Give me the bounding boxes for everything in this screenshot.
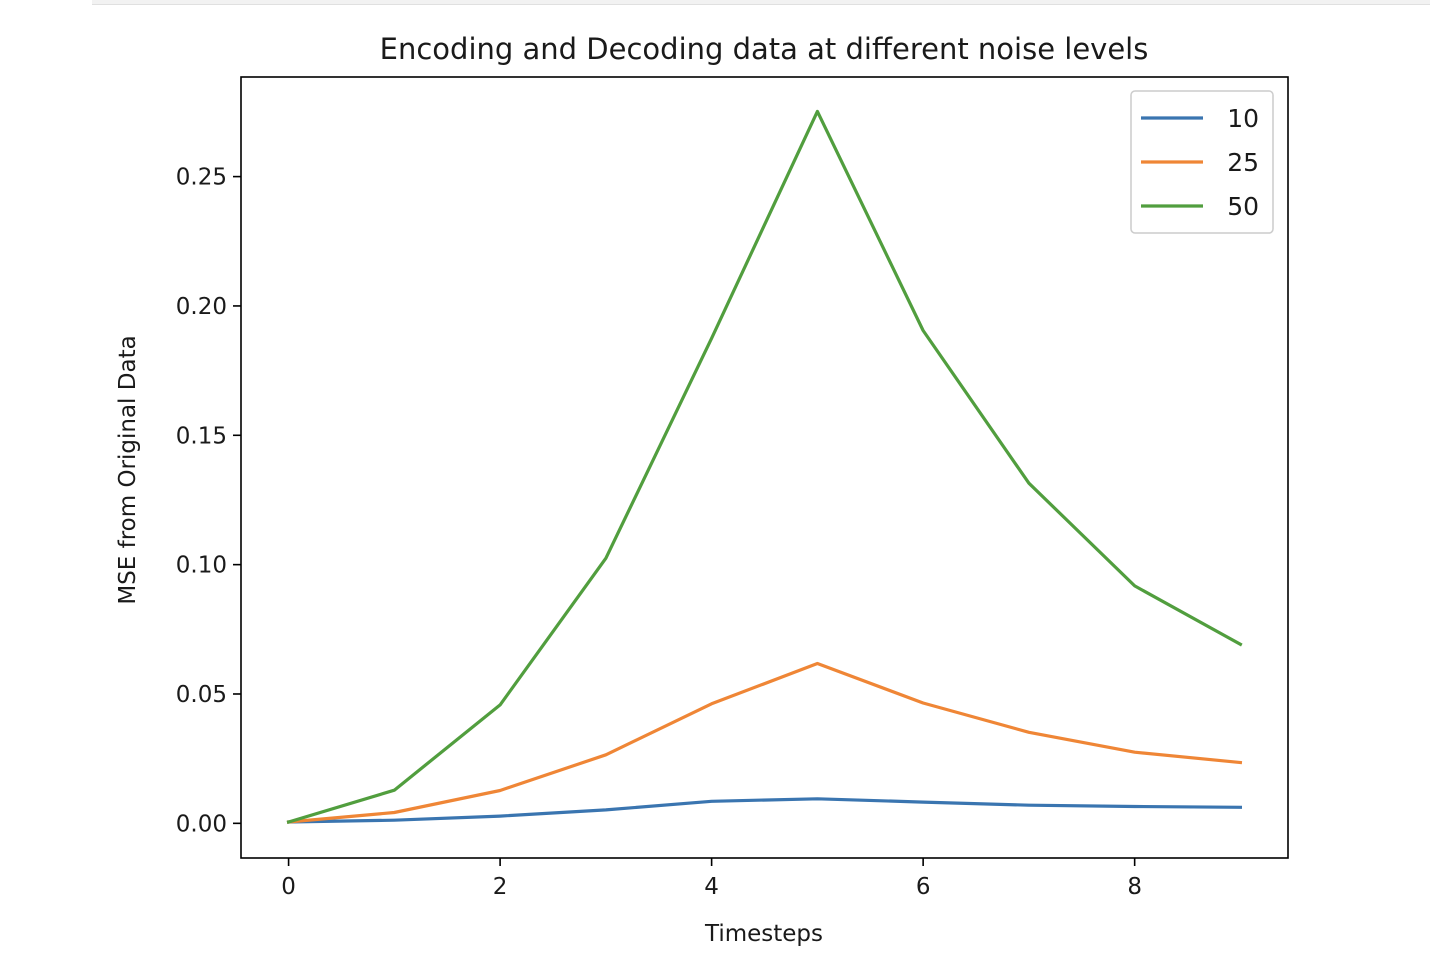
y-tick-label: 0.05 bbox=[176, 682, 227, 708]
y-tick-label: 0.15 bbox=[176, 423, 227, 449]
legend-label-50: 50 bbox=[1227, 192, 1259, 221]
y-tick-label: 0.25 bbox=[176, 165, 227, 191]
y-tick-label: 0.10 bbox=[176, 553, 227, 579]
x-tick-label: 2 bbox=[493, 874, 508, 900]
x-tick-label: 0 bbox=[281, 874, 296, 900]
chart-title: Encoding and Decoding data at different … bbox=[380, 32, 1149, 66]
x-tick-label: 6 bbox=[916, 874, 931, 900]
legend-label-25: 25 bbox=[1227, 148, 1259, 177]
x-tick-label: 4 bbox=[704, 874, 719, 900]
series-line-10 bbox=[286, 797, 1243, 824]
x-axis-ticks: 0 2 4 6 8 bbox=[281, 858, 1142, 900]
y-axis-ticks: 0.00 0.05 0.10 0.15 0.20 0.25 bbox=[176, 165, 241, 837]
series-line-25 bbox=[286, 661, 1243, 824]
x-axis-label: Timesteps bbox=[704, 921, 823, 947]
y-tick-label: 0.00 bbox=[176, 811, 227, 837]
notebook-cell-top-border bbox=[92, 0, 1430, 5]
y-axis-label: MSE from Original Data bbox=[115, 335, 141, 604]
plot-area-frame bbox=[240, 76, 1289, 859]
legend: 10 25 50 bbox=[1130, 90, 1274, 234]
y-tick-label: 0.20 bbox=[176, 294, 227, 320]
x-tick-label: 8 bbox=[1127, 874, 1142, 900]
series-line-50 bbox=[286, 109, 1243, 824]
legend-label-10: 10 bbox=[1227, 104, 1259, 133]
series-layer bbox=[286, 109, 1243, 824]
